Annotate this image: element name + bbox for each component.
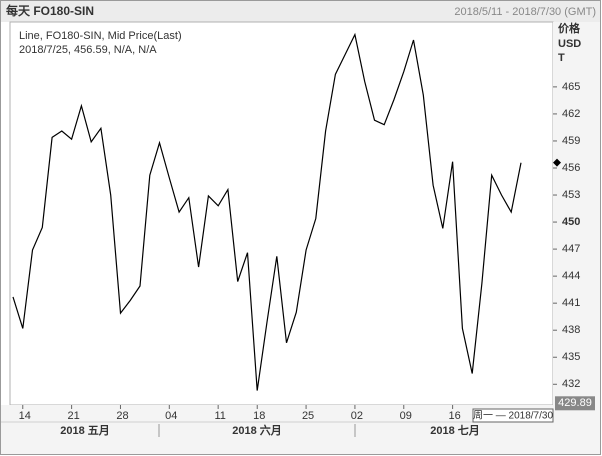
legend-line: 2018/7/25, 456.59, N/A, N/A: [19, 44, 157, 56]
month-label: 2018 七月: [430, 423, 480, 437]
y-tick-label: 441: [562, 297, 580, 309]
y-tick-label: 459: [562, 135, 580, 147]
last-value-marker: [553, 158, 561, 167]
y-tick-label: 432: [562, 378, 580, 390]
price-flag-box: [555, 396, 595, 411]
y-tick-label: 447: [562, 243, 580, 255]
y-tick-label: 435: [562, 351, 580, 363]
month-label: 2018 六月: [232, 423, 282, 437]
x-tick-label: 04: [165, 410, 177, 422]
title-bar: [1, 1, 600, 22]
x-tick-label: 11: [214, 410, 225, 422]
y-tick-label: 465: [562, 81, 580, 93]
axis-label: USD: [558, 38, 581, 50]
x-tick-label: 09: [400, 410, 412, 422]
y-tick-label: 444: [562, 270, 580, 282]
y-tick-label: 450: [562, 216, 580, 228]
legend-line: Line, FO180-SIN, Mid Price(Last): [19, 30, 182, 42]
x-tick-label: 21: [67, 410, 79, 422]
x-tick-label: 14: [19, 410, 31, 422]
axis-label: T: [558, 52, 565, 64]
axis-label: 价格: [558, 21, 581, 35]
series-line: [12, 32, 522, 391]
y-tick-label: 462: [562, 108, 580, 120]
y-tick-label: 438: [562, 324, 580, 336]
y-axis-area: [553, 22, 600, 405]
x-tick-label: 18: [253, 410, 265, 422]
cursor-label: 周一 — 2018/7/30: [473, 410, 553, 422]
cursor-box: [472, 408, 554, 423]
x-tick-label: 25: [302, 410, 314, 422]
plot-area: [9, 21, 554, 406]
y-tick-label: 453: [562, 189, 580, 201]
x-tick-label: 28: [116, 410, 128, 422]
chart-title: 每天 FO180-SIN: [6, 3, 94, 18]
date-range: 2018/5/11 - 2018/7/30 (GMT): [454, 6, 596, 18]
month-label: 2018 五月: [60, 424, 110, 437]
y-tick-label: 456: [562, 162, 580, 174]
x-tick-label: 02: [351, 410, 363, 422]
x-tick-label: 16: [448, 410, 460, 422]
price-flag: 429.89: [558, 397, 592, 409]
